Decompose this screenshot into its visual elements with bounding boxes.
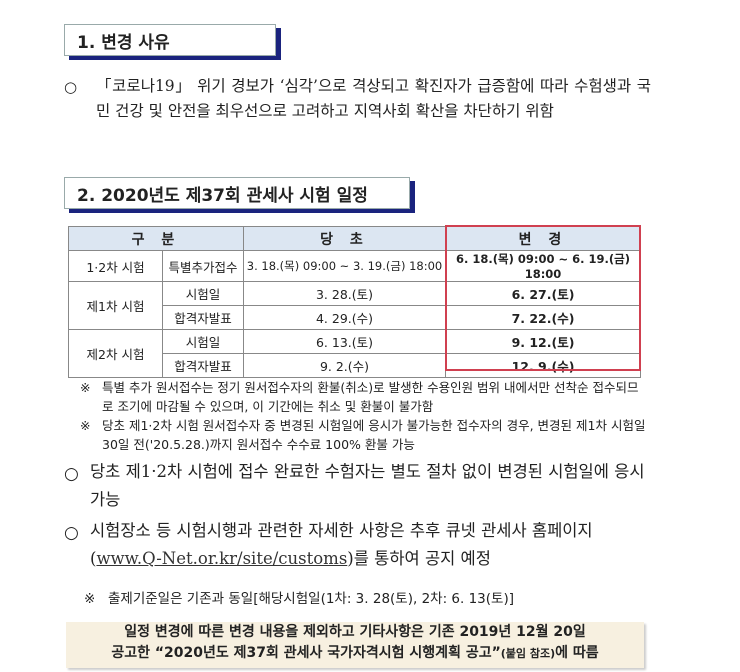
note-mark: ※: [80, 418, 91, 433]
section1-heading: 1. 변경 사유: [64, 24, 276, 56]
row-changed: 7. 22.(수): [445, 305, 641, 330]
row-group: 제2차 시험: [68, 329, 163, 378]
row-changed: 12. 9.(수): [445, 353, 641, 378]
row-changed: 6. 18.(목) 09:00 ~ 6. 19.(금) 18:00: [445, 250, 641, 282]
schedule-table: 구 분 당 초 변 경 1·2차 시험 특별추가접수 3. 18.(목) 09:…: [68, 226, 641, 378]
banner-line2-note: (붙임 참조): [500, 647, 556, 660]
row-item: 합격자발표: [162, 305, 244, 330]
bullet-marker: ○: [64, 523, 79, 543]
header-changed: 변 경: [445, 226, 641, 251]
bullet-text: 당초 제1·2차 시험에 접수 완료한 수험자는 별도 절차 없이 변경된 시험…: [90, 462, 645, 509]
notice-banner: 일정 변경에 따른 변경 내용을 제외하고 기타사항은 기존 2019년 12월…: [66, 622, 644, 668]
text-before-link: 시험장소 등 시험시행과 관련한 자세한 사항은 추후 큐넷 관세사 홈페이지(: [90, 521, 593, 568]
section2-heading: 2. 2020년도 제37회 관세사 시험 일정: [64, 177, 410, 209]
note-mark: ※: [80, 380, 91, 395]
table-row: 제1차 시험 시험일 3. 28.(토) 6. 27.(토): [68, 281, 641, 330]
banner-line2-end: 에 따름: [555, 645, 599, 661]
banner-line2: 공고한 “2020년도 제37회 관세사 국가자격시험 시행계획 공고”(붙임 …: [66, 643, 644, 664]
row-group: 제1차 시험: [68, 281, 163, 330]
bullet-text: 시험장소 등 시험시행과 관련한 자세한 사항은 추후 큐넷 관세사 홈페이지(…: [90, 517, 650, 573]
banner-line1: 일정 변경에 따른 변경 내용을 제외하고 기타사항은 기존 2019년 12월…: [124, 624, 586, 640]
row-original: 4. 29.(수): [243, 305, 446, 330]
row-item: 합격자발표: [162, 353, 244, 378]
bullet-marker: ○: [64, 464, 79, 484]
row-original: 3. 28.(토): [243, 281, 446, 306]
row-changed: 6. 27.(토): [445, 281, 641, 306]
header-original: 당 초: [243, 226, 446, 251]
row-item: 시험일: [162, 329, 244, 354]
table-header-row: 구 분 당 초 변 경: [68, 226, 641, 251]
row-item: 특별추가접수: [162, 250, 244, 282]
note-special-registration: 특별 추가 원서접수는 정기 원서접수자의 환불(취소)로 발생한 수용인원 범…: [102, 380, 639, 414]
table-row: 합격자발표 9. 2.(수) 12. 9.(수): [69, 353, 641, 378]
banner-line2-main: 공고한 “2020년도 제37회 관세사 국가자격시험 시행계획 공고”: [111, 645, 501, 661]
row-original: 6. 13.(토): [243, 329, 446, 354]
bullet-marker: ○: [64, 78, 78, 96]
row-group: 1·2차 시험: [68, 250, 163, 282]
row-item: 시험일: [162, 281, 244, 306]
section1-text: 「코로나19」 위기 경보가 ‘심각’으로 격상되고 확진자가 급증함에 따라 …: [96, 77, 651, 120]
table-row: 제2차 시험 시험일 6. 13.(토) 9. 12.(토): [68, 329, 641, 378]
row-original: 9. 2.(수): [243, 353, 446, 378]
note-mark: ※: [84, 591, 96, 607]
row-original: 3. 18.(목) 09:00 ~ 3. 19.(금) 18:00: [243, 250, 446, 282]
note-refund: 당초 제1·2차 시험 원서접수자 중 변경된 시험일에 응시가 불가능한 접수…: [102, 418, 646, 452]
text-after-link: )를 통하여 공지 예정: [347, 549, 491, 568]
header-category: 구 분: [68, 226, 244, 251]
row-changed: 9. 12.(토): [445, 329, 641, 354]
note-criteria-date: 출제기준일은 기존과 동일[해당시험일(1차: 3. 28(토), 2차: 6.…: [108, 591, 514, 607]
table-row: 1·2차 시험 특별추가접수 3. 18.(목) 09:00 ~ 3. 19.(…: [68, 250, 641, 282]
qnet-link[interactable]: www.Q-Net.or.kr/site/customs: [96, 549, 348, 568]
